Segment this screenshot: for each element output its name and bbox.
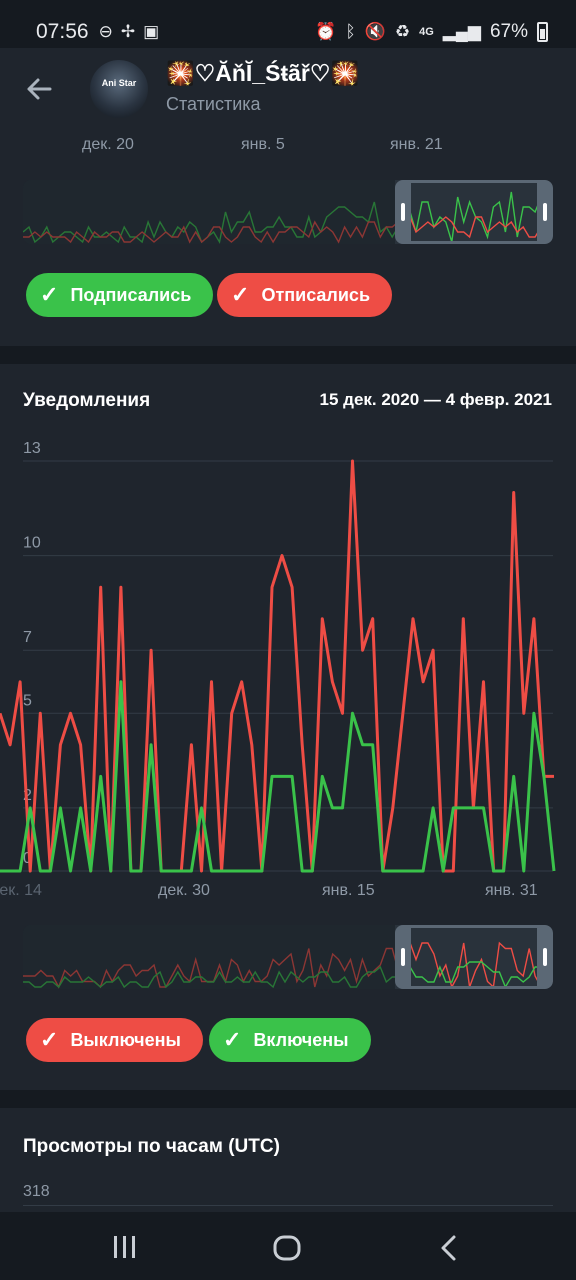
status-time: 07:56 xyxy=(36,20,89,43)
range-right-handle[interactable] xyxy=(543,203,547,221)
notifications-range-selector[interactable] xyxy=(23,925,553,989)
overview-series-line xyxy=(23,956,553,989)
x-tick-label: дек. 30 xyxy=(158,882,210,899)
network-icon: 4G xyxy=(419,26,434,38)
series-line-enabled xyxy=(0,680,556,873)
x-tick-label: дек. 14 xyxy=(0,882,42,899)
battery-icon xyxy=(537,22,548,42)
y-tick-label: 10 xyxy=(23,535,41,552)
recent-apps-icon[interactable] xyxy=(112,1234,138,1260)
navigation-bar xyxy=(0,1212,576,1280)
series-line-disabled xyxy=(0,459,554,873)
y-tick-label: 0 xyxy=(23,850,32,867)
y-tick-label: 7 xyxy=(23,629,32,646)
check-icon: ✓ xyxy=(231,282,250,307)
range-left-handle[interactable] xyxy=(401,203,405,221)
channel-title: 🎇♡ĂňĬ_Śŧãř♡🎇 xyxy=(166,60,360,86)
mute-icon: 🔇 xyxy=(364,22,386,41)
range-right-handle[interactable] xyxy=(543,948,547,966)
check-icon: ✓ xyxy=(40,1027,59,1052)
toggle-unsubscribed[interactable]: ✓ Отписались xyxy=(217,273,393,317)
do-not-disturb-icon: ⊖ xyxy=(98,22,113,41)
toggle-label: Выключены xyxy=(70,1029,181,1050)
range-window[interactable] xyxy=(395,180,553,244)
x-axis-label: дек. 20 xyxy=(82,136,134,153)
views-by-hour-card: Просмотры по часам (UTC) 318 xyxy=(0,1108,576,1218)
overview-series-line xyxy=(23,210,553,244)
toggle-label: Подписались xyxy=(70,284,192,305)
date-range: 15 дек. 2020 — 4 февр. 2021 xyxy=(319,390,552,409)
range-dim-overlay xyxy=(23,925,395,989)
toggle-label: Включены xyxy=(253,1029,349,1050)
y-tick-label: 5 xyxy=(23,692,32,709)
battery-saver-icon: ♻ xyxy=(394,22,411,41)
toggle-subscribed[interactable]: ✓ Подписались xyxy=(26,273,214,317)
battery-percent: 67% xyxy=(489,21,528,42)
avatar[interactable]: Ani Star xyxy=(90,60,148,118)
page-subtitle: Статистика xyxy=(166,94,261,114)
followers-card: дек. 20 янв. 5 янв. 21 ✓ Подписались ✓ О… xyxy=(0,130,576,346)
range-left-handle[interactable] xyxy=(401,948,405,966)
section-title: Уведомления xyxy=(23,390,151,411)
back-icon[interactable] xyxy=(438,1234,460,1262)
followers-overview-chart xyxy=(23,191,553,244)
check-icon: ✓ xyxy=(40,282,59,307)
toggle-label: Отписались xyxy=(261,284,371,305)
followers-range-selector[interactable] xyxy=(23,180,553,244)
y-tick-label: 13 xyxy=(23,440,41,457)
section-title: Просмотры по часам (UTC) xyxy=(23,1136,280,1157)
range-dim-overlay xyxy=(23,180,395,244)
notifications-card: Уведомления 15 дек. 2020 — 4 февр. 2021 … xyxy=(0,364,576,1090)
alarm-icon: ⏰ xyxy=(315,22,337,41)
back-arrow-icon[interactable] xyxy=(22,72,56,106)
fan-icon: ✢ xyxy=(120,22,136,41)
x-axis-label: янв. 5 xyxy=(241,136,285,153)
check-icon: ✓ xyxy=(223,1027,242,1052)
x-tick-label: янв. 15 xyxy=(322,882,375,899)
overview-series-line xyxy=(23,941,553,989)
range-window[interactable] xyxy=(395,925,553,989)
avatar-text: Ani Star xyxy=(101,78,137,88)
overview-series-line xyxy=(23,191,553,244)
bluetooth-icon: ᛒ xyxy=(345,22,356,41)
toggle-enabled[interactable]: ✓ Включены xyxy=(209,1018,371,1062)
signal-icon: ▂▄▆ xyxy=(442,22,481,41)
notifications-overview-chart xyxy=(23,941,553,989)
grid-line xyxy=(23,1205,553,1206)
y-axis-label: 318 xyxy=(23,1183,50,1200)
image-icon: ▣ xyxy=(143,22,160,41)
x-axis-label: янв. 21 xyxy=(390,136,443,153)
toggle-disabled[interactable]: ✓ Выключены xyxy=(26,1018,203,1062)
x-tick-label: янв. 31 xyxy=(485,882,538,899)
app-bar: Ani Star 🎇♡ĂňĬ_Śŧãř♡🎇 Статистика xyxy=(0,48,576,130)
home-icon[interactable] xyxy=(273,1234,301,1262)
